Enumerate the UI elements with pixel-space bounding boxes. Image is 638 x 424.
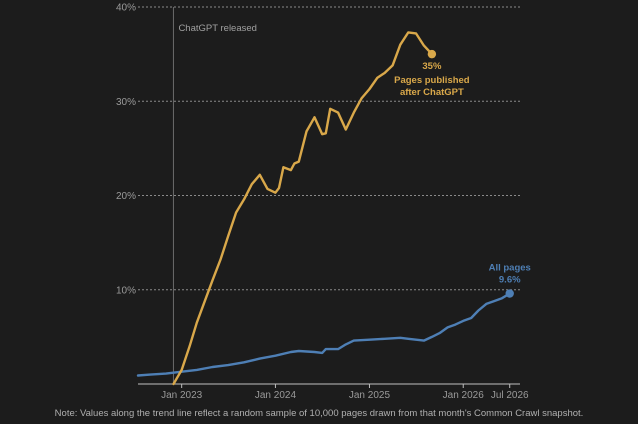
chart-note: Note: Values along the trend line reflec… (54, 408, 584, 419)
y-tick-label-40: 40% (116, 3, 136, 14)
x-tick-label-1: Jan 2024 (255, 390, 297, 401)
x-axis-ticks: Jan 2023 Jan 2024 Jan 2025 Jan 2026 Jul 2026 (161, 384, 529, 401)
gold-series-value-label: 35% (422, 61, 442, 72)
chatgpt-release-label: ChatGPT released (178, 23, 257, 34)
gridlines (138, 6, 520, 291)
y-tick-label-20: 20% (116, 191, 136, 202)
series-lines (136, 31, 514, 386)
series-endpoint-1 (427, 49, 437, 59)
blue-series-name-label: All pages (489, 263, 531, 274)
series-line-1 (172, 31, 434, 386)
y-tick-label-10: 10% (116, 285, 136, 296)
blue-series-value-label: 9.6% (499, 275, 521, 286)
x-tick-label-2: Jan 2025 (349, 390, 391, 401)
x-tick-label-0: Jan 2023 (161, 390, 203, 401)
gold-series-name-line-2: after ChatGPT (400, 87, 464, 98)
series-endpoint-0 (505, 289, 514, 298)
x-tick-label-4: Jul 2026 (491, 390, 529, 401)
y-axis-ticks: 10% 20% 30% 40% (116, 3, 136, 297)
y-tick-label-30: 30% (116, 97, 136, 108)
x-tick-label-3: Jan 2026 (443, 390, 485, 401)
series-end-labels: 35% Pages published after ChatGPT All pa… (394, 61, 531, 285)
chatgpt-release-annotation: ChatGPT released (172, 7, 257, 384)
gold-series-name-line-1: Pages published (394, 75, 470, 86)
series-line-0 (136, 292, 511, 377)
